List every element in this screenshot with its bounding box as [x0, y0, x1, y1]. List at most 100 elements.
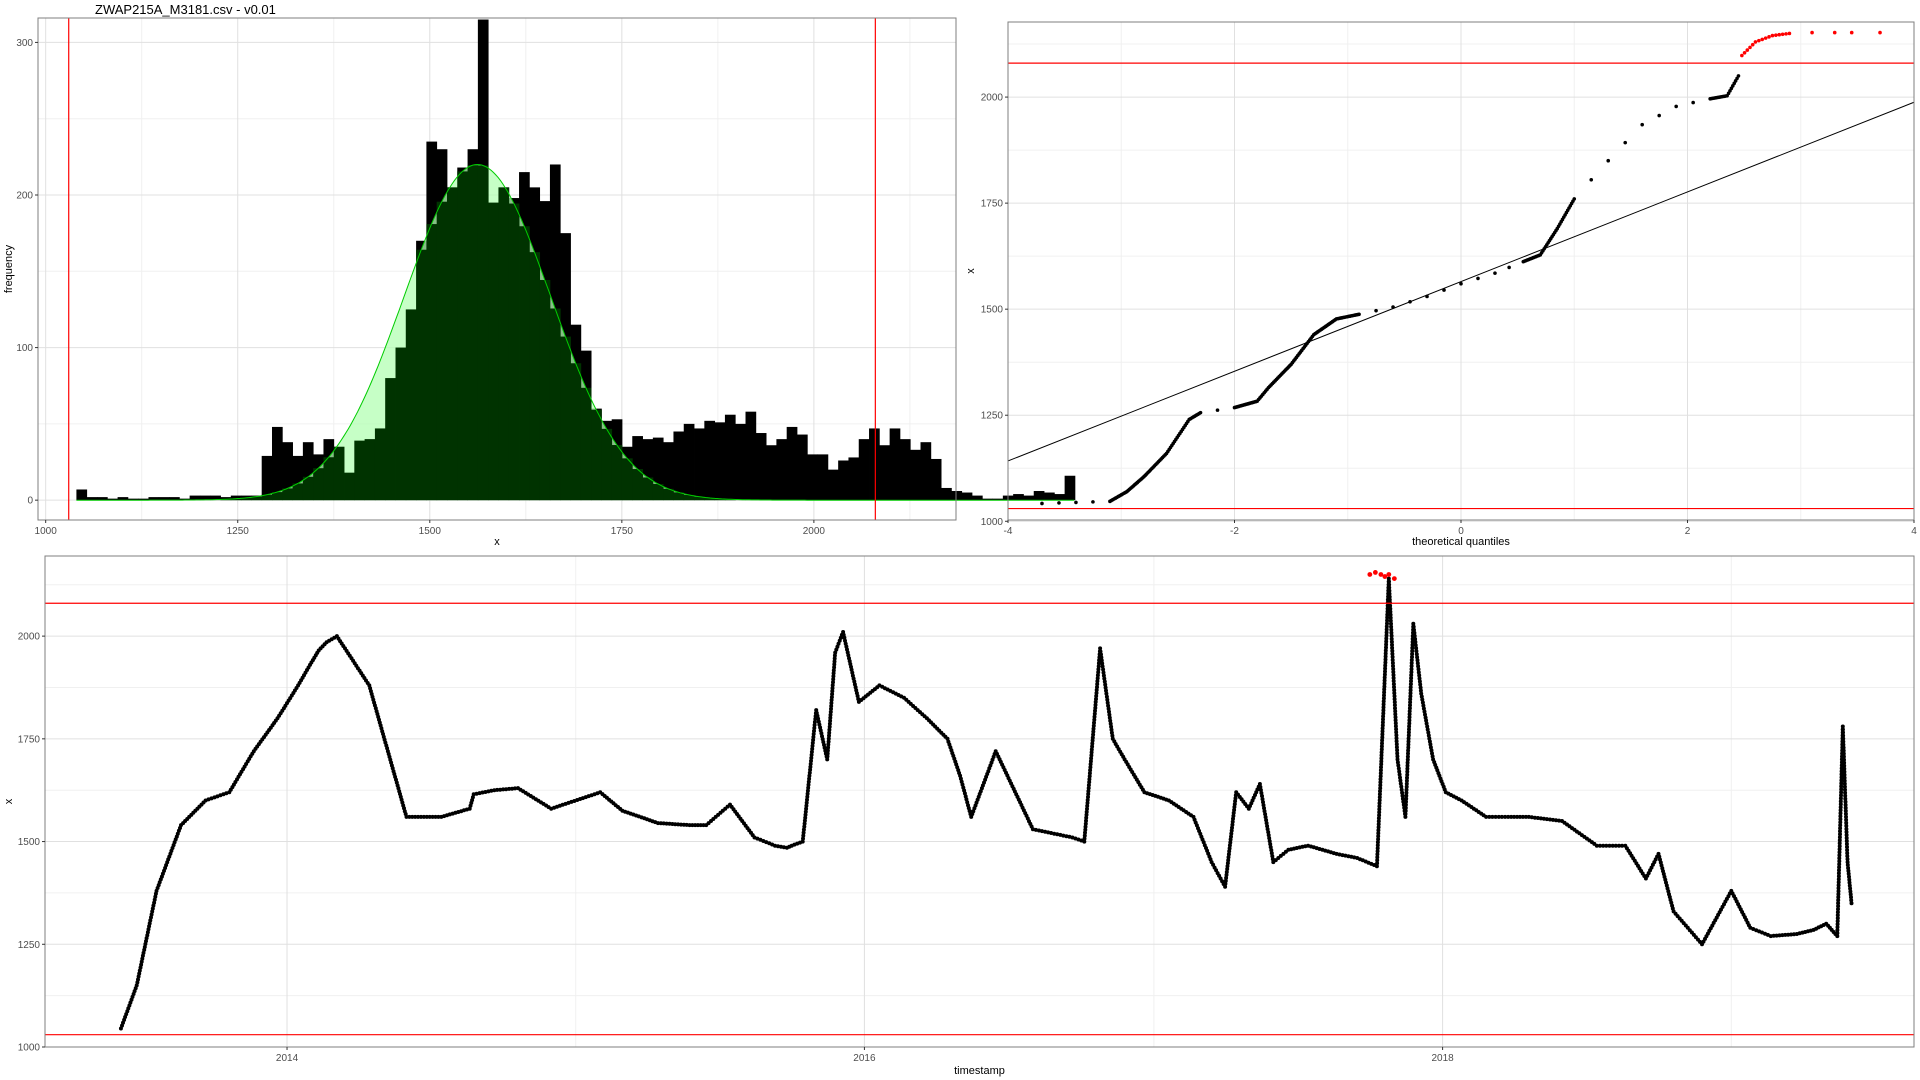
qq-plot-x-tick-label: -2 [1230, 526, 1239, 537]
time-series-point [1532, 815, 1537, 820]
time-series-point [1414, 649, 1419, 654]
time-series-point [1100, 661, 1105, 666]
time-series-point [1096, 667, 1101, 672]
time-series-point [808, 761, 813, 766]
time-series-point [1384, 639, 1389, 644]
time-series-point [829, 704, 834, 708]
time-series-point [1849, 895, 1853, 900]
histogram-overlap-bar [282, 488, 293, 501]
time-series-point [1381, 699, 1386, 704]
time-series-point [1109, 727, 1114, 732]
time-series-point [1084, 815, 1089, 820]
histogram-overlap-bar [519, 226, 530, 501]
qq-point [1040, 501, 1044, 506]
time-series-point [1768, 934, 1773, 939]
time-series-point [433, 814, 438, 819]
time-series-point [1261, 803, 1266, 808]
time-series-point [1422, 709, 1427, 714]
time-series-point [679, 822, 683, 827]
time-series-point [1046, 830, 1051, 835]
time-series-point [1397, 769, 1402, 774]
time-series-point [1838, 829, 1842, 834]
time-series-point [1406, 733, 1411, 738]
time-series-point [1094, 697, 1098, 701]
time-series-point [1085, 806, 1089, 811]
time-series-point [1395, 757, 1400, 762]
qq-point [1589, 177, 1594, 182]
qq-point [1391, 305, 1395, 309]
time-series-point [1263, 815, 1268, 820]
time-series-point [1418, 688, 1423, 693]
time-series-point [427, 814, 432, 819]
time-series-point [1384, 630, 1389, 635]
time-series-point [1607, 843, 1612, 848]
time-series-point [809, 749, 814, 754]
qq-outlier-point [1750, 42, 1755, 47]
histogram-bar [96, 497, 108, 501]
time-series-point [833, 650, 838, 655]
time-series-point [1841, 751, 1846, 756]
time-series-point [1840, 727, 1845, 732]
histogram-overlap-bar [426, 224, 438, 501]
histogram-overlap-bar [529, 252, 541, 501]
histogram-overlap-bar [374, 428, 386, 501]
time-series-point [1375, 855, 1380, 860]
time-series-point [1095, 676, 1100, 681]
time-series-point [1846, 866, 1851, 870]
time-series-point [1405, 769, 1410, 774]
time-series-point [1265, 824, 1270, 829]
time-series-point [1230, 819, 1235, 824]
time-series-point [1836, 907, 1840, 912]
time-series-point [1407, 718, 1412, 723]
time-series-point [1557, 818, 1561, 823]
time-series-point [1404, 799, 1408, 804]
time-series-point [810, 746, 815, 751]
qq-outlier-point [1767, 35, 1771, 39]
time-series-point [1391, 667, 1396, 671]
time-series-point [960, 782, 965, 787]
time-series-point [1841, 733, 1846, 738]
time-series-point [1091, 732, 1096, 737]
qq-plot-grid [1007, 22, 1915, 522]
time-series-point [1407, 721, 1412, 726]
histogram-y-axis-label: frequency [3, 244, 15, 293]
histogram-overlap-bar [436, 201, 448, 501]
histogram-bar [745, 411, 757, 501]
time-series-point [1844, 820, 1849, 825]
time-series-point [1836, 874, 1841, 879]
time-series-point [1839, 790, 1844, 795]
time-series-point [1259, 791, 1264, 795]
time-series-line [120, 578, 1853, 1029]
time-series-point [676, 822, 681, 827]
time-series-point [1229, 828, 1234, 833]
time-series-point [776, 844, 780, 849]
time-series-point [1384, 633, 1389, 638]
histogram-panel-border [37, 17, 957, 521]
time-series-point [1382, 690, 1387, 695]
time-series-point [1407, 712, 1412, 717]
histogram-bar [1023, 495, 1035, 501]
time-series-point [1382, 672, 1387, 677]
time-series-point [149, 912, 154, 917]
qq-point [1198, 410, 1203, 415]
time-series-point [1419, 694, 1424, 699]
time-series-point [1383, 663, 1388, 668]
time-series-point [1760, 930, 1764, 935]
time-series-point [1845, 848, 1850, 853]
time-series-point [1391, 679, 1396, 683]
time-series-point [1376, 816, 1381, 821]
histogram-overlap-bar [601, 428, 613, 501]
time-series-point [1404, 778, 1409, 783]
qq-point [1425, 294, 1429, 299]
time-series-point [764, 840, 769, 845]
time-series-point [781, 845, 786, 850]
qq-outlier-point [1780, 32, 1785, 37]
time-series-point [1838, 820, 1843, 825]
time-series-point [142, 945, 147, 949]
time-series-x-tick-label: 2014 [276, 1053, 299, 1064]
time-series-point [1093, 705, 1098, 710]
time-series-point [1382, 681, 1387, 686]
time-series-y-axis-label: x [3, 798, 15, 804]
time-series-point [1836, 901, 1841, 906]
